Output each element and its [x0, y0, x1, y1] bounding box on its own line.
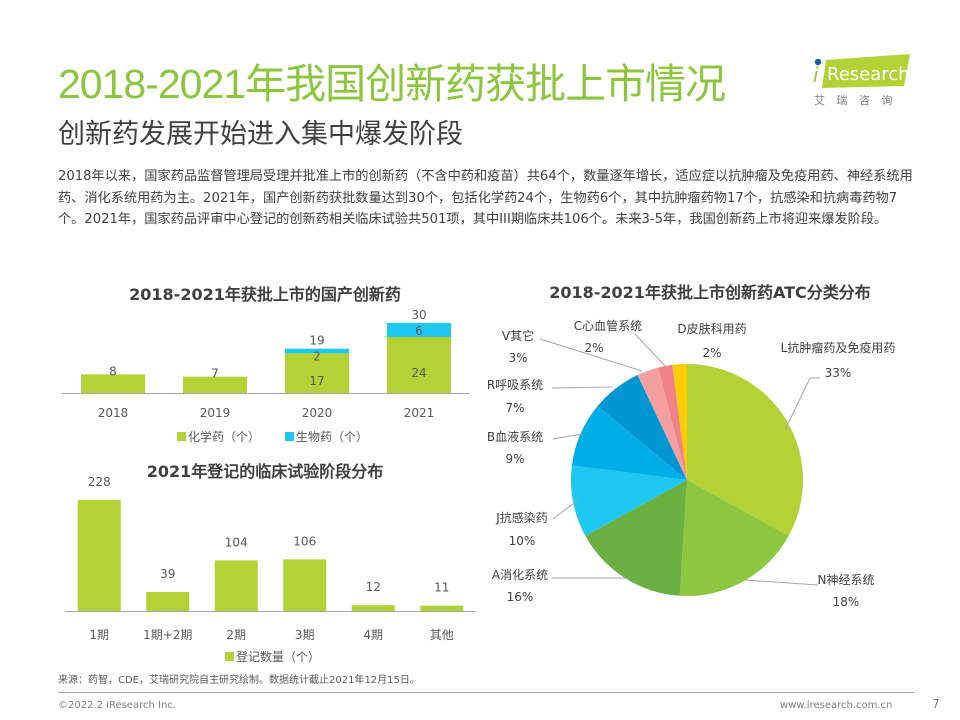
intro-paragraph: 2018年以来，国家药品监督管理局受理并批准上市的创新药（不含中药和疫苗）共64…: [58, 169, 913, 227]
chart1-x-tick-label: 2019: [200, 406, 231, 420]
pie-leader-line: [552, 433, 583, 440]
chart1-legend-label: 化学药（个）: [188, 429, 260, 444]
chart1-x-tick-label: 2020: [302, 406, 333, 420]
chart1-bar-chemical: [183, 376, 247, 393]
chart2-bar: [146, 592, 190, 611]
chart1-legend-label: 生物药（个）: [296, 430, 368, 444]
chart2-value-label: 39: [160, 567, 175, 581]
pie-slice-label: L抗肿瘤药及免疫用药: [781, 340, 896, 355]
pie-slice: [658, 364, 687, 480]
chart2-x-tick-label: 1期+2期: [143, 628, 192, 642]
chart1-bar-biologic: [387, 323, 451, 337]
pie-slice-label: N神经系统: [818, 573, 875, 587]
page-title: 2018-2021年我国创新药获批上市情况: [58, 61, 726, 107]
chart1-segment-label: 17: [309, 374, 324, 388]
pie-slice-label: D皮肤科用药: [677, 321, 746, 336]
pie-slice-percent: 9%: [505, 452, 524, 466]
chart2-legend-label: 登记数量（个）: [236, 649, 320, 664]
chart1-segment-label: 6: [415, 324, 423, 338]
pie-slice: [571, 406, 687, 480]
chart1-bar-chemical: [285, 353, 349, 393]
chart2-title: 2021年登记的临床试验阶段分布: [146, 462, 384, 481]
chart2-x-tick-label: 1期: [89, 628, 109, 642]
pie-slice-label: V其它: [502, 328, 534, 343]
pie-slice-percent: 16%: [507, 590, 534, 604]
chart1-title: 2018-2021年获批上市的国产创新药: [129, 285, 401, 304]
pie-leader-line: [744, 579, 819, 586]
pie-slice-label: J抗感染药: [495, 510, 548, 525]
chart2-bar: [77, 500, 121, 611]
chart2-x-tick-label: 3期: [295, 628, 315, 642]
pie-slice-label: R呼吸系统: [487, 378, 543, 392]
pie-slice: [585, 480, 687, 596]
pie-leader-line: [551, 386, 613, 389]
pie-slice-percent: 7%: [505, 401, 524, 415]
chart1-bar-biologic: [285, 348, 349, 354]
page-number: 7: [932, 697, 940, 711]
iresearch-logo: i Research 艾 瑞 咨 询: [812, 52, 914, 108]
chart2-value-label: 228: [88, 475, 111, 489]
chart2-value-label: 12: [366, 580, 381, 594]
footer-divider: [58, 692, 914, 693]
chart2-x-tick-label: 2期: [226, 628, 246, 642]
chart2-value-label: 106: [293, 534, 316, 548]
pie-slice-percent: 18%: [833, 595, 860, 609]
chart1-bar-chemical: [81, 374, 145, 393]
chart1-x-tick-label: 2021: [404, 406, 435, 420]
chart2-bar: [420, 605, 464, 611]
logo-i: i: [813, 63, 819, 87]
chart1-bar-chemical: [387, 337, 451, 393]
chart2-legend-swatch: [225, 652, 234, 661]
chart2-value-label: 11: [434, 581, 449, 595]
chart1-x-tick-label: 2018: [98, 406, 129, 420]
pie-slice-label: A消化系统: [492, 568, 548, 582]
chart2-value-label: 104: [225, 535, 248, 549]
pie-slice-percent: 10%: [509, 534, 536, 548]
pie-slice-percent: 33%: [825, 366, 852, 380]
pie-leader-line: [784, 377, 820, 431]
chart2-x-tick-label: 4期: [363, 628, 383, 642]
pie-slice: [637, 367, 687, 480]
logo-cn: 艾 瑞 咨 询: [814, 93, 897, 107]
copyright: ©2022.2 iResearch Inc.: [58, 700, 176, 711]
logo-wordmark: Research: [827, 64, 910, 85]
chart2-bar: [214, 560, 258, 611]
pie-leader-line: [539, 338, 643, 372]
logo-dot-icon: [814, 58, 822, 66]
pie-leader-line: [552, 499, 579, 520]
pie-slice-label: B血液系统: [487, 429, 543, 444]
chart2-bar: [283, 559, 327, 611]
chart1-total-label: 30: [411, 308, 426, 322]
pie-slice: [597, 375, 687, 480]
chart1-total-label: 19: [309, 334, 324, 348]
chart1-segment-label: 2: [313, 349, 321, 363]
logo-background: [822, 54, 910, 88]
pie-slice-percent: 2%: [584, 341, 603, 355]
chart1-segment-label: 8: [109, 364, 117, 378]
pie-slice-percent: 2%: [702, 346, 721, 360]
pie-slice-percent: 3%: [508, 351, 527, 365]
chart2-bar: [351, 605, 395, 611]
chart1-legend-swatch: [177, 432, 186, 441]
chart1-segment-label: 24: [411, 366, 426, 380]
source-note: 来源：药智，CDE，艾瑞研究院自主研究绘制。数据统计截止2021年12月15日。: [58, 675, 420, 686]
pie-slice-label: C心血管系统: [574, 318, 642, 333]
page-subtitle: 创新药发展开始进入集中爆发阶段: [58, 119, 463, 150]
pie-leader-line: [634, 333, 668, 369]
website-link[interactable]: www.iresearch.com.cn: [780, 700, 893, 711]
pie-slice: [672, 364, 687, 480]
pie-slice: [571, 465, 687, 536]
chart2-x-tick-label: 其他: [430, 628, 454, 642]
chart1-legend-swatch: [285, 432, 294, 441]
pie-slice: [687, 364, 803, 536]
pie-slice: [679, 480, 789, 596]
chart3-title: 2018-2021年获批上市创新药ATC分类分布: [549, 283, 871, 302]
chart1-segment-label: 7: [211, 367, 219, 381]
